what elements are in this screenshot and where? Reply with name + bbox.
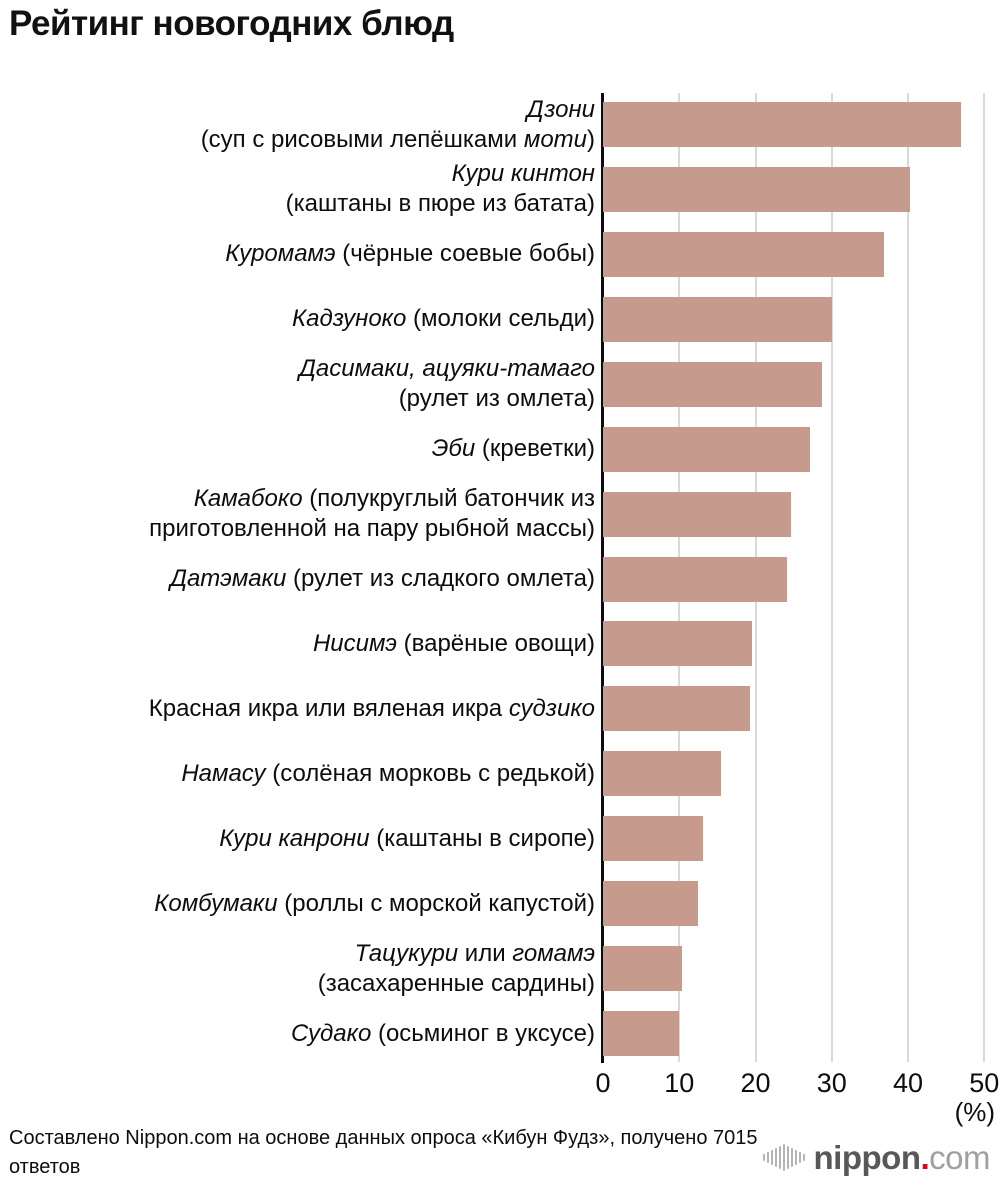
bar [603, 296, 832, 342]
nippon-logo: nippon.com [762, 1139, 991, 1176]
bar-label: Намасу (солёная морковь с редькой) [181, 759, 595, 787]
x-tick-label: 50 [969, 1068, 1000, 1098]
source-note: Составлено Nippon.com на основе данных о… [9, 1127, 758, 1178]
bar-label: Красная икра или вяленая икра судзико [148, 694, 595, 722]
bar-label: Комбумаки (роллы с морской капустой) [154, 889, 595, 917]
x-tick-label: 0 [595, 1068, 611, 1098]
bar-label: Эби (креветки) [431, 435, 595, 463]
soundwave-icon [762, 1143, 805, 1173]
x-tick-label: 10 [664, 1068, 695, 1098]
bar [603, 426, 811, 472]
bar [603, 491, 791, 537]
bar [603, 881, 698, 927]
bar [603, 816, 703, 862]
y-axis-line [601, 93, 604, 1063]
chart-title: Рейтинг новогодних блюд [9, 4, 454, 43]
bar [603, 946, 682, 992]
bar-label: Камабоко (полукруглый батончик из пригото… [149, 485, 595, 543]
bar [603, 166, 910, 212]
bar-label: Кадзуноко (молоки сельди) [292, 305, 595, 333]
bar [603, 686, 751, 732]
bar [603, 1011, 680, 1057]
bar [603, 556, 787, 602]
bar-label: Куромамэ (чёрные соевые бобы) [225, 240, 595, 268]
bar-label: Датэмаки (рулет из сладкого омлета) [170, 565, 595, 592]
bar [603, 102, 962, 147]
x-tick-label: 20 [740, 1068, 771, 1098]
bar [603, 621, 753, 667]
gridline [983, 93, 986, 1062]
bar-chart: Дзони (суп с рисовыми лепёшками моти) Кури… [148, 93, 1000, 1127]
x-axis-unit-label: (%) [954, 1097, 995, 1127]
x-tick-label: 40 [893, 1068, 924, 1098]
gridline [830, 93, 833, 1062]
bar-label: Судако (осьминог в уксусе) [290, 1019, 595, 1047]
bar-label: Кури канрони (каштаны в сиропе) [219, 824, 595, 852]
logo-brand: nippon [813, 1139, 921, 1176]
bar-label: Кури кинтон (каштаны в пюре из батата) [285, 160, 595, 218]
bar [603, 751, 722, 797]
bar-label: Дзони (суп с рисовыми лепёшками моти) [200, 95, 595, 153]
logo-text: nippon.com [813, 1139, 991, 1176]
bar-label: Дасимаки, ацуяки-тамаго (рулет из омлета) [298, 355, 595, 413]
logo-dot: . [920, 1139, 930, 1176]
bar-label: Нисимэ (варёные овощи) [312, 629, 595, 657]
gridline [907, 93, 910, 1062]
bar [603, 231, 885, 277]
bar [603, 361, 822, 407]
logo-tld: com [929, 1139, 990, 1176]
bar-label: Тацукури или гомамэ (засахаренные сардины… [317, 939, 595, 997]
x-tick-label: 30 [816, 1068, 847, 1098]
